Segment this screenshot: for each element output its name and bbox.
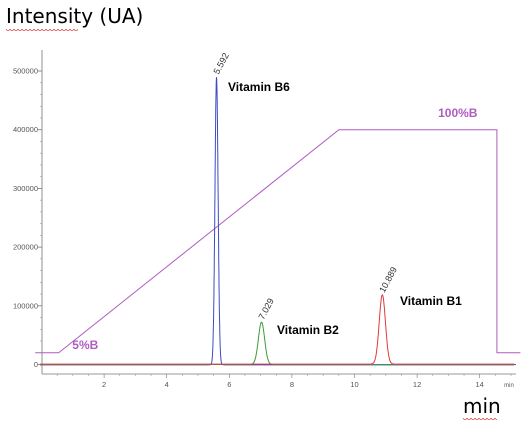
gradient-label: 100%B (438, 106, 478, 120)
x-axis-title: min (463, 394, 501, 418)
spellcheck-underline-intensity (6, 29, 78, 32)
peak-time-label: 5.592 (211, 51, 230, 76)
x-tick-label: 4 (165, 380, 169, 389)
gradient-line (35, 129, 521, 354)
peak-annotations: 5.592 7.029 10.889 Vitamin B6 Vitamin B2 Vita… (211, 51, 462, 337)
y-tick-label: 100000 (13, 301, 38, 310)
x-tick-label: 12 (413, 380, 421, 389)
y-axis: 0 100000 200000 300000 400000 500000 (13, 67, 42, 369)
compound-label: Vitamin B6 (228, 80, 290, 94)
peak-time-label: 10.889 (377, 265, 399, 294)
y-tick-label: 300000 (13, 184, 38, 193)
x-axis: 2 4 6 8 10 12 14 min (56, 374, 514, 389)
chromatogram-traces (39, 77, 515, 366)
trace-line (39, 77, 515, 366)
y-tick-label: 500000 (13, 67, 38, 76)
gradient-profile: 5%B 100%B (35, 106, 521, 354)
y-tick-label: 400000 (13, 125, 38, 134)
trace-line (39, 294, 515, 365)
x-tick-label: 6 (227, 380, 231, 389)
x-tick-label: 10 (350, 380, 358, 389)
x-unit-label: min (504, 383, 514, 389)
spellcheck-underline-min (463, 418, 497, 421)
compound-label: Vitamin B1 (400, 294, 462, 308)
peak-time-label: 7.029 (256, 297, 275, 322)
x-tick-label: 2 (102, 380, 106, 389)
gradient-label: 5%B (72, 338, 98, 352)
compound-label: Vitamin B2 (277, 323, 339, 337)
x-tick-label: 8 (290, 380, 294, 389)
x-tick-label: 14 (476, 380, 484, 389)
y-tick-label: 200000 (13, 243, 38, 252)
y-tick-label: 0 (34, 360, 38, 369)
y-axis-title: Intensity (UA) (6, 4, 144, 28)
